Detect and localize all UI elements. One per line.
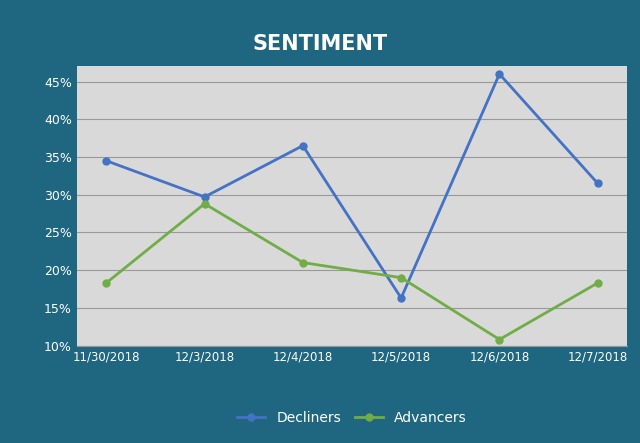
Text: SENTIMENT: SENTIMENT: [252, 34, 388, 54]
Legend: Decliners, Advancers: Decliners, Advancers: [232, 406, 472, 431]
Line: Advancers: Advancers: [103, 200, 601, 343]
Line: Decliners: Decliners: [103, 70, 601, 302]
Decliners: [594, 181, 602, 186]
Advancers: [397, 275, 405, 280]
Decliners: [397, 295, 405, 301]
Advancers: [299, 260, 307, 265]
Decliners: [495, 71, 503, 77]
Advancers: [201, 201, 209, 206]
Advancers: [495, 337, 503, 342]
Advancers: [102, 280, 110, 286]
Advancers: [594, 280, 602, 286]
Decliners: [299, 143, 307, 148]
Decliners: [201, 194, 209, 200]
Decliners: [102, 158, 110, 163]
